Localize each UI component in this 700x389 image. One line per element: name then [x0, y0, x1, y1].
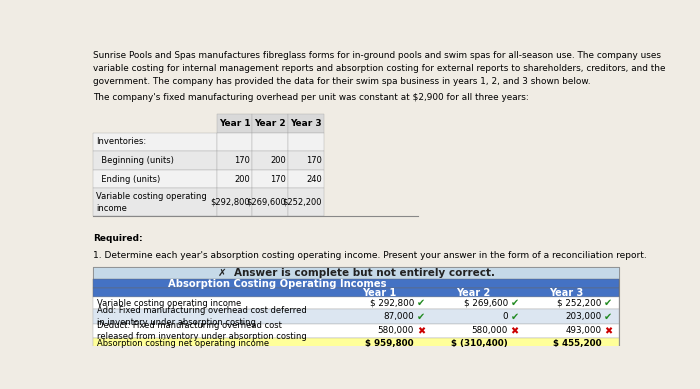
Text: 580,000: 580,000 [471, 326, 508, 335]
FancyBboxPatch shape [253, 114, 288, 133]
Text: 87,000: 87,000 [384, 312, 414, 321]
FancyBboxPatch shape [216, 114, 253, 133]
Text: Year 1: Year 1 [362, 288, 396, 298]
FancyBboxPatch shape [93, 324, 619, 338]
Text: Year 2: Year 2 [456, 288, 490, 298]
Text: ✔: ✔ [510, 312, 519, 322]
Text: ✔: ✔ [604, 298, 612, 308]
Text: ✔: ✔ [416, 298, 425, 308]
Text: $252,200: $252,200 [282, 198, 322, 207]
Text: 1. Determine each year's absorption costing operating income. Present your answe: 1. Determine each year's absorption cost… [93, 251, 647, 260]
FancyBboxPatch shape [253, 151, 288, 170]
Text: 170: 170 [306, 156, 322, 165]
Text: Ending (units): Ending (units) [96, 175, 160, 184]
Text: ✖: ✖ [604, 326, 612, 336]
FancyBboxPatch shape [93, 279, 619, 288]
Text: Variable costing operating income: Variable costing operating income [97, 299, 241, 308]
Text: $269,600: $269,600 [246, 198, 286, 207]
Text: $ 455,200: $ 455,200 [553, 339, 601, 348]
Text: 170: 170 [234, 156, 251, 165]
FancyBboxPatch shape [253, 170, 288, 188]
Text: ✔: ✔ [604, 312, 612, 322]
FancyBboxPatch shape [93, 133, 216, 151]
Text: ✔: ✔ [416, 312, 425, 322]
Text: Inventories:: Inventories: [96, 137, 146, 146]
Text: $ 292,800: $ 292,800 [370, 299, 414, 308]
FancyBboxPatch shape [216, 170, 253, 188]
FancyBboxPatch shape [288, 188, 324, 216]
Text: Beginning (units): Beginning (units) [96, 156, 174, 165]
FancyBboxPatch shape [253, 188, 288, 216]
FancyBboxPatch shape [93, 151, 216, 170]
Text: 240: 240 [306, 175, 322, 184]
Text: 493,000: 493,000 [566, 326, 601, 335]
Text: 170: 170 [270, 175, 286, 184]
Text: Absorption costing net operating income: Absorption costing net operating income [97, 339, 270, 348]
Text: Deduct: Fixed manufacturing overhead cost
released from inventory under absorpti: Deduct: Fixed manufacturing overhead cos… [97, 321, 307, 341]
FancyBboxPatch shape [93, 288, 619, 297]
FancyBboxPatch shape [93, 297, 619, 309]
Text: Required:: Required: [93, 234, 143, 243]
Text: 580,000: 580,000 [378, 326, 414, 335]
Text: Absorption Costing Operating Incomes: Absorption Costing Operating Incomes [168, 279, 386, 289]
Text: $292,800: $292,800 [211, 198, 251, 207]
FancyBboxPatch shape [93, 309, 619, 324]
Text: 200: 200 [234, 175, 251, 184]
Text: $ (310,400): $ (310,400) [451, 339, 508, 348]
Text: 0: 0 [502, 312, 508, 321]
Text: Year 2: Year 2 [255, 119, 286, 128]
FancyBboxPatch shape [93, 267, 619, 349]
FancyBboxPatch shape [253, 133, 288, 151]
FancyBboxPatch shape [216, 188, 253, 216]
Text: $ 269,600: $ 269,600 [463, 299, 508, 308]
FancyBboxPatch shape [288, 133, 324, 151]
Text: Year 1: Year 1 [218, 119, 251, 128]
FancyBboxPatch shape [288, 151, 324, 170]
Text: ✔: ✔ [510, 298, 519, 308]
FancyBboxPatch shape [216, 151, 253, 170]
Text: The company's fixed manufacturing overhead per unit was constant at $2,900 for a: The company's fixed manufacturing overhe… [93, 93, 528, 102]
Text: $ 959,800: $ 959,800 [365, 339, 414, 348]
FancyBboxPatch shape [93, 267, 619, 279]
FancyBboxPatch shape [288, 170, 324, 188]
Text: Year 3: Year 3 [290, 119, 322, 128]
Text: Year 3: Year 3 [550, 288, 584, 298]
Text: Sunrise Pools and Spas manufactures fibreglass forms for in-ground pools and swi: Sunrise Pools and Spas manufactures fibr… [93, 51, 666, 86]
FancyBboxPatch shape [93, 170, 216, 188]
Text: ✖: ✖ [416, 326, 425, 336]
Text: 203,000: 203,000 [565, 312, 601, 321]
FancyBboxPatch shape [288, 114, 324, 133]
Text: Variable costing operating
income: Variable costing operating income [96, 192, 207, 213]
Text: ✗  Answer is complete but not entirely correct.: ✗ Answer is complete but not entirely co… [218, 268, 494, 278]
Text: ✖: ✖ [510, 326, 519, 336]
Text: Add: Fixed manufacturing overhead cost deferred
in inventory under absorption co: Add: Fixed manufacturing overhead cost d… [97, 306, 307, 327]
Text: 200: 200 [270, 156, 286, 165]
FancyBboxPatch shape [93, 188, 216, 216]
FancyBboxPatch shape [216, 133, 253, 151]
Text: $ 252,200: $ 252,200 [557, 299, 601, 308]
FancyBboxPatch shape [93, 338, 619, 349]
